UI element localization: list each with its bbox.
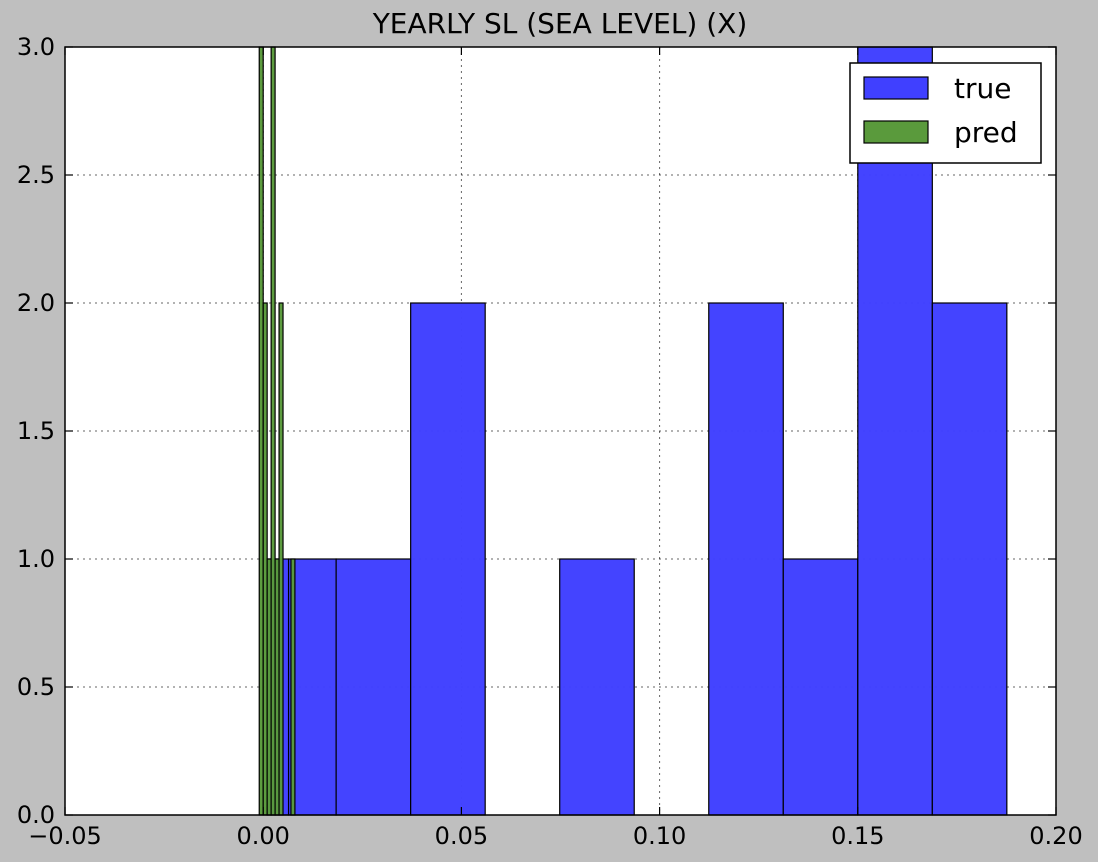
legend: true pred (849, 62, 1042, 164)
histogram-bar-true (782, 558, 859, 816)
histogram-bar-true (559, 558, 635, 816)
histogram-bar-true (410, 302, 486, 816)
legend-swatch-true (863, 76, 929, 100)
x-tick-label: −0.05 (28, 822, 102, 850)
histogram-bars (258, 46, 1008, 816)
histogram-bar-true (335, 558, 412, 816)
axis-ticks: −0.05 0.00 0.05 0.10 0.15 0.20 0.0 0.5 1.0 1.5 2.0… (17, 33, 1083, 850)
histogram-bar-pred (278, 302, 284, 816)
histogram-bar-true (708, 302, 784, 816)
y-tick-label: 3.0 (17, 33, 55, 61)
legend-swatch-pred (863, 120, 929, 144)
chart-title: YEARLY SL (SEA LEVEL) (X) (372, 7, 748, 40)
y-tick-label: 0.5 (17, 673, 55, 701)
x-tick-label: 0.15 (831, 822, 884, 850)
x-tick-label: 0.10 (633, 822, 686, 850)
legend-label-true: true (954, 72, 1011, 105)
histogram-bar-true (931, 302, 1008, 816)
histogram-bar-true (287, 558, 337, 816)
y-tick-label: 0.0 (17, 801, 55, 829)
x-tick-label: 0.05 (435, 822, 488, 850)
y-tick-label: 1.0 (17, 545, 55, 573)
histogram-bar-pred (290, 558, 296, 816)
y-tick-label: 2.0 (17, 289, 55, 317)
series-true (267, 46, 1008, 816)
x-tick-label: 0.00 (236, 822, 289, 850)
y-tick-label: 2.5 (17, 161, 55, 189)
x-tick-label: 0.20 (1029, 822, 1082, 850)
legend-label-pred: pred (954, 116, 1018, 149)
y-tick-label: 1.5 (17, 417, 55, 445)
